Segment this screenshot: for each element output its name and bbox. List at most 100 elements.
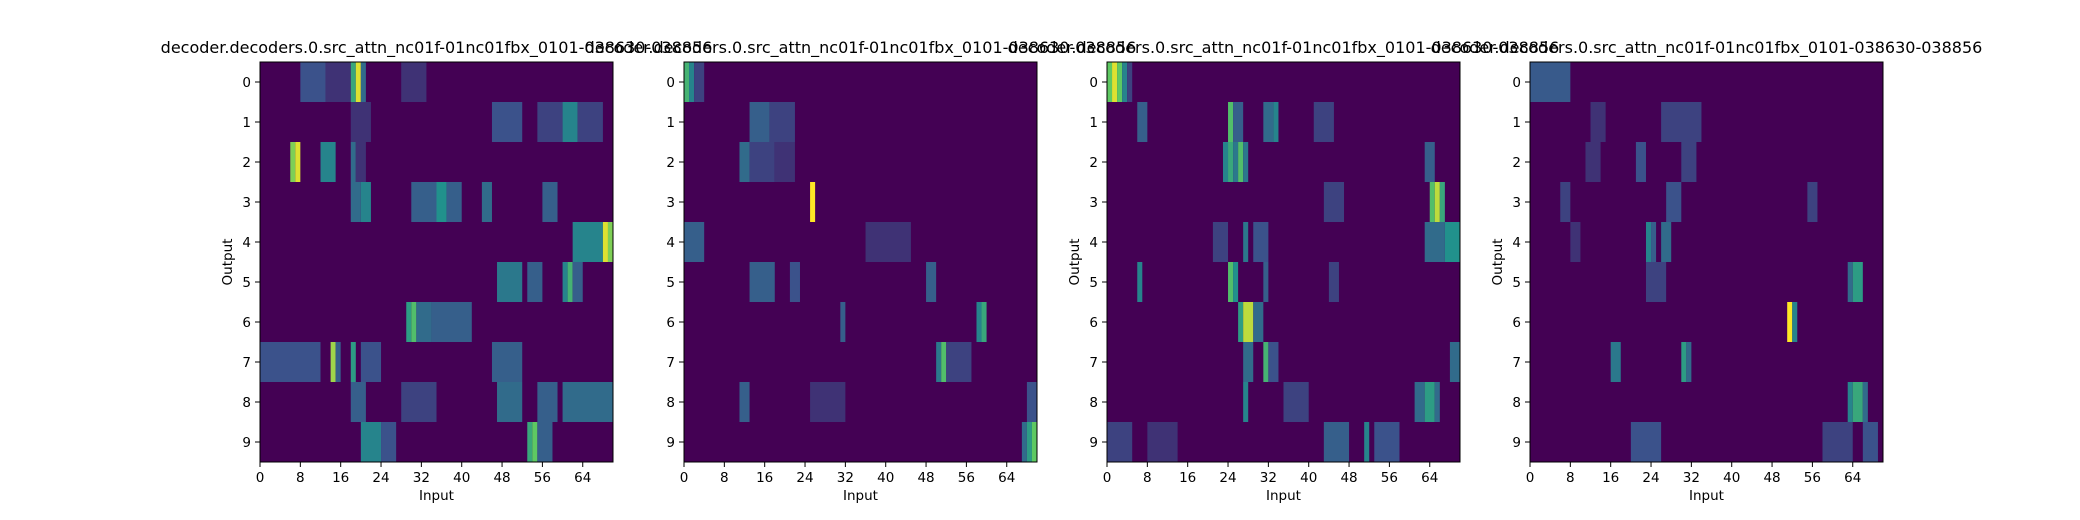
y-tick-label: 5 bbox=[242, 275, 251, 291]
x-axis-label: Input bbox=[843, 488, 878, 504]
heatmap-cell-row-0-0 bbox=[300, 62, 326, 102]
x-tick-label: 40 bbox=[453, 470, 470, 486]
y-tick-label: 3 bbox=[1089, 195, 1098, 211]
heatmap-cell-row-5-0 bbox=[1645, 262, 1667, 302]
x-tick-label: 48 bbox=[493, 470, 510, 486]
y-tick-label: 8 bbox=[1512, 395, 1521, 411]
heatmap-cell-row-1-1 bbox=[769, 102, 795, 142]
heatmap-cell-row-2-0 bbox=[1222, 142, 1229, 182]
heatmap-cell-row-1-0 bbox=[749, 102, 770, 142]
heatmap-cell-row-0-2 bbox=[694, 62, 705, 102]
heatmap-cell-row-1-4 bbox=[577, 102, 603, 142]
heatmap-cell-row-7-1 bbox=[941, 342, 947, 382]
heatmap-cell-row-2-2 bbox=[320, 142, 336, 182]
heatmap-cell-row-1-1 bbox=[1228, 102, 1234, 142]
y-tick-label: 1 bbox=[1089, 115, 1098, 131]
heatmap-cell-row-4-1 bbox=[602, 222, 608, 262]
heatmap-cell-row-3-0 bbox=[350, 182, 361, 222]
heatmap-cell-row-5-2 bbox=[1852, 262, 1863, 302]
heatmap-cell-row-7-1 bbox=[330, 342, 336, 382]
heatmap-cell-row-4-0 bbox=[1570, 222, 1581, 262]
heatmap-cell-row-2-0 bbox=[290, 142, 296, 182]
axes-frame bbox=[1106, 61, 1461, 463]
y-tick-label: 4 bbox=[1512, 235, 1521, 251]
heatmap-cell-row-0-3 bbox=[355, 62, 361, 102]
heatmap-cell-row-9-4 bbox=[1374, 422, 1400, 462]
heatmap-cell-row-8-2 bbox=[1026, 382, 1037, 422]
heatmap-cell-row-9-1 bbox=[1147, 422, 1178, 462]
heatmap-cell-row-1-0 bbox=[1137, 102, 1148, 142]
heatmap-cell-row-2-2 bbox=[774, 142, 795, 182]
heatmap-cell-row-4-1 bbox=[1645, 222, 1652, 262]
heatmap-cell-row-5-4 bbox=[572, 262, 583, 302]
x-tick-label: 8 bbox=[296, 470, 305, 486]
y-tick-label: 7 bbox=[666, 355, 675, 371]
heatmap-cell-row-4-1 bbox=[865, 222, 911, 262]
x-tick-label: 56 bbox=[1381, 470, 1398, 486]
heatmap-cell-row-6-2 bbox=[416, 302, 432, 342]
heatmap-cell-row-0-2 bbox=[1117, 62, 1123, 102]
x-tick-label: 32 bbox=[837, 470, 854, 486]
heatmap-cell-row-5-4 bbox=[1328, 262, 1339, 302]
heatmap-cell-row-8-1 bbox=[401, 382, 437, 422]
heatmap-panel-4: 0 8 16 24 32 40 48 56 640123456789InputOutputdec… bbox=[1431, 38, 1983, 504]
x-tick-label: 64 bbox=[1421, 470, 1438, 486]
y-tick-label: 1 bbox=[1512, 115, 1521, 131]
x-tick-label: 56 bbox=[1804, 470, 1821, 486]
axes-frame bbox=[259, 61, 614, 463]
x-tick-label: 64 bbox=[998, 470, 1015, 486]
heatmap-cell-row-9-2 bbox=[1031, 422, 1037, 462]
heatmap-cell-row-0-1 bbox=[689, 62, 695, 102]
y-tick-label: 2 bbox=[1089, 155, 1098, 171]
x-tick-label: 40 bbox=[1300, 470, 1317, 486]
y-tick-label: 6 bbox=[666, 315, 675, 331]
heatmap-panel-3: 0 8 16 24 32 40 48 56 640123456789InputOutputdec… bbox=[1008, 38, 1560, 504]
x-tick-label: 0 bbox=[1526, 470, 1535, 486]
heatmap-cell-row-4-2 bbox=[607, 222, 613, 262]
heatmap-cell-row-2-1 bbox=[1635, 142, 1646, 182]
x-tick-label: 48 bbox=[1763, 470, 1780, 486]
y-tick-label: 6 bbox=[1512, 315, 1521, 331]
heatmap-cell-row-4-3 bbox=[1661, 222, 1672, 262]
y-tick-label: 6 bbox=[1089, 315, 1098, 331]
heatmap-cell-row-2-2 bbox=[1233, 142, 1239, 182]
x-tick-label: 16 bbox=[1179, 470, 1196, 486]
x-tick-label: 24 bbox=[1219, 470, 1236, 486]
heatmap-cell-row-9-0 bbox=[1021, 422, 1027, 462]
heatmap-cell-row-4-3 bbox=[1424, 222, 1445, 262]
heatmap-cell-row-8-0 bbox=[350, 382, 366, 422]
axes-frame bbox=[683, 61, 1038, 463]
heatmap-cell-row-6-1 bbox=[1243, 302, 1254, 342]
heatmap-cell-row-6-0 bbox=[1238, 302, 1244, 342]
heatmap-cell-row-8-4 bbox=[562, 382, 613, 422]
heatmap-cell-row-3-3 bbox=[1323, 182, 1345, 222]
heatmap-cell-row-7-2 bbox=[1268, 342, 1279, 382]
heatmap-cell-row-4-2 bbox=[1651, 222, 1657, 262]
heatmap-cell-row-7-1 bbox=[1263, 342, 1269, 382]
x-tick-label: 16 bbox=[1602, 470, 1619, 486]
heatmap-cell-row-3-6 bbox=[542, 182, 558, 222]
x-axis-label: Input bbox=[1689, 488, 1724, 504]
x-tick-label: 56 bbox=[958, 470, 975, 486]
heatmap-cell-row-3-1 bbox=[360, 182, 371, 222]
x-tick-label: 0 bbox=[256, 470, 265, 486]
heatmap-cell-row-2-1 bbox=[1228, 142, 1234, 182]
heatmap-cell-row-9-0 bbox=[1630, 422, 1662, 462]
x-axis-label: Input bbox=[419, 488, 454, 504]
heatmap-background bbox=[684, 62, 1037, 462]
heatmap-cell-row-7-3 bbox=[350, 342, 356, 382]
heatmap-cell-row-2-3 bbox=[350, 142, 356, 182]
x-tick-label: 32 bbox=[413, 470, 430, 486]
x-tick-label: 0 bbox=[680, 470, 689, 486]
heatmap-cell-row-9-0 bbox=[1107, 422, 1133, 462]
heatmap-cell-row-9-1 bbox=[1026, 422, 1032, 462]
heatmap-cell-row-0-4 bbox=[360, 62, 366, 102]
heatmap-cell-row-3-0 bbox=[1560, 182, 1571, 222]
heatmap-cell-row-1-3 bbox=[562, 102, 578, 142]
heatmap-cell-row-7-0 bbox=[260, 342, 321, 382]
heatmap-cell-row-5-1 bbox=[1228, 262, 1234, 302]
heatmap-cell-row-6-0 bbox=[840, 302, 846, 342]
y-tick-label: 5 bbox=[1089, 275, 1098, 291]
heatmap-cell-row-9-0 bbox=[360, 422, 382, 462]
